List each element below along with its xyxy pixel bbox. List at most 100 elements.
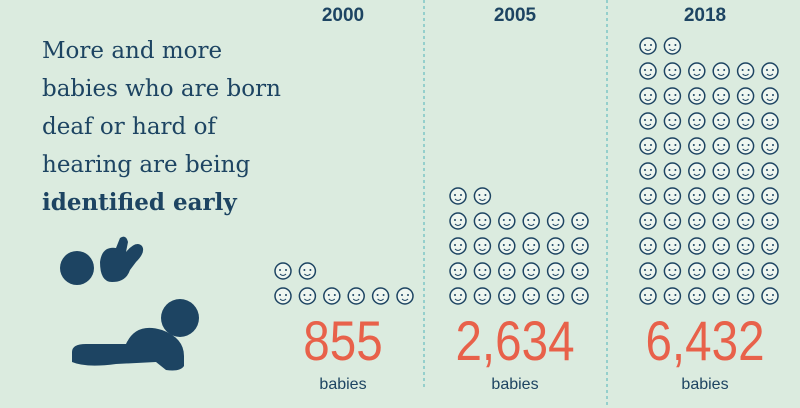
icon-face	[449, 287, 467, 305]
icon-mouth	[479, 223, 486, 226]
icon-eye	[508, 244, 511, 246]
baby-icon	[736, 112, 755, 130]
baby-icon	[761, 112, 779, 130]
icon-face	[688, 162, 706, 180]
icon-face	[688, 212, 706, 230]
icon-mouth	[766, 123, 774, 126]
icon-face	[473, 237, 492, 255]
icon-face	[712, 187, 730, 205]
icon-eye	[698, 144, 701, 146]
baby-icon	[688, 262, 706, 280]
icon-eye	[692, 94, 695, 96]
baby-icon	[396, 287, 414, 305]
icon-eye	[772, 294, 774, 296]
icon-eye	[279, 269, 281, 271]
icon-mouth	[766, 148, 774, 151]
baby-icon	[639, 237, 657, 255]
icon-eye	[303, 269, 306, 271]
icon-mouth	[742, 98, 749, 101]
icon-eye	[698, 294, 701, 296]
icon-eye	[576, 294, 578, 296]
icon-eye	[668, 244, 671, 246]
icon-eye	[650, 44, 652, 46]
icon-face	[761, 137, 779, 155]
icon-eye	[723, 269, 726, 271]
icon-face	[639, 187, 657, 205]
icon-mouth	[669, 198, 676, 201]
icon-face	[274, 262, 292, 280]
icon-eye	[717, 169, 720, 171]
icon-face	[639, 212, 657, 230]
icon-eye	[644, 94, 646, 96]
icon-eye	[478, 219, 481, 221]
icon-eye	[717, 69, 720, 71]
icon-mouth	[693, 223, 701, 226]
icon-face	[639, 37, 657, 55]
icon-face	[639, 162, 657, 180]
icon-eye	[772, 219, 774, 221]
icon-face	[639, 112, 657, 130]
icon-face	[712, 112, 730, 130]
icon-mouth	[669, 148, 676, 151]
icon-face	[298, 262, 317, 280]
icon-mouth	[304, 298, 311, 301]
icon-mouth	[576, 223, 584, 226]
icon-eye	[747, 269, 750, 271]
icon-face	[736, 237, 755, 255]
icon-face	[761, 62, 779, 80]
icon-mouth	[766, 248, 774, 251]
baby-icon	[761, 212, 779, 230]
icon-mouth	[742, 123, 749, 126]
icon-eye	[650, 294, 652, 296]
baby-icon	[546, 262, 565, 280]
icon-eye	[576, 219, 578, 221]
icon-eye	[674, 144, 677, 146]
baby-icon	[761, 62, 779, 80]
icon-face	[736, 87, 755, 105]
icon-eye	[668, 94, 671, 96]
baby-icon	[663, 37, 682, 55]
icon-mouth	[693, 198, 701, 201]
icon-mouth	[503, 223, 511, 226]
baby-icon	[712, 287, 730, 305]
baby-icon	[663, 87, 682, 105]
icon-mouth	[503, 248, 511, 251]
icon-eye	[668, 194, 671, 196]
icon-eye	[674, 119, 677, 121]
icon-mouth	[742, 198, 749, 201]
value-label: 855	[303, 310, 382, 372]
baby-icon	[274, 287, 292, 305]
icon-eye	[717, 94, 720, 96]
icon-face	[712, 212, 730, 230]
icon-face	[347, 287, 365, 305]
icon-face	[522, 287, 540, 305]
icon-eye	[644, 194, 646, 196]
icon-eye	[582, 244, 584, 246]
icon-face	[736, 187, 755, 205]
baby-icon	[736, 237, 755, 255]
baby-icon	[522, 237, 540, 255]
icon-mouth	[644, 298, 652, 301]
baby-icon	[712, 137, 730, 155]
icon-mouth	[669, 248, 676, 251]
icon-face	[473, 287, 492, 305]
icon-mouth	[693, 273, 701, 276]
icon-eye	[766, 244, 768, 246]
baby-icon	[663, 137, 682, 155]
baby-icon	[688, 137, 706, 155]
icon-mouth	[527, 273, 535, 276]
icon-eye	[766, 94, 768, 96]
baby-icon	[498, 262, 516, 280]
baby-icon	[449, 287, 467, 305]
icon-eye	[717, 194, 720, 196]
unit-label: babies	[681, 376, 728, 393]
icon-mouth	[503, 273, 511, 276]
icon-eye	[668, 119, 671, 121]
icon-eye	[668, 169, 671, 171]
baby-icon	[473, 287, 492, 305]
icon-mouth	[503, 298, 511, 301]
baby-icon	[571, 262, 589, 280]
icon-eye	[723, 219, 726, 221]
icon-eye	[723, 169, 726, 171]
value-label: 2,634	[455, 310, 574, 372]
